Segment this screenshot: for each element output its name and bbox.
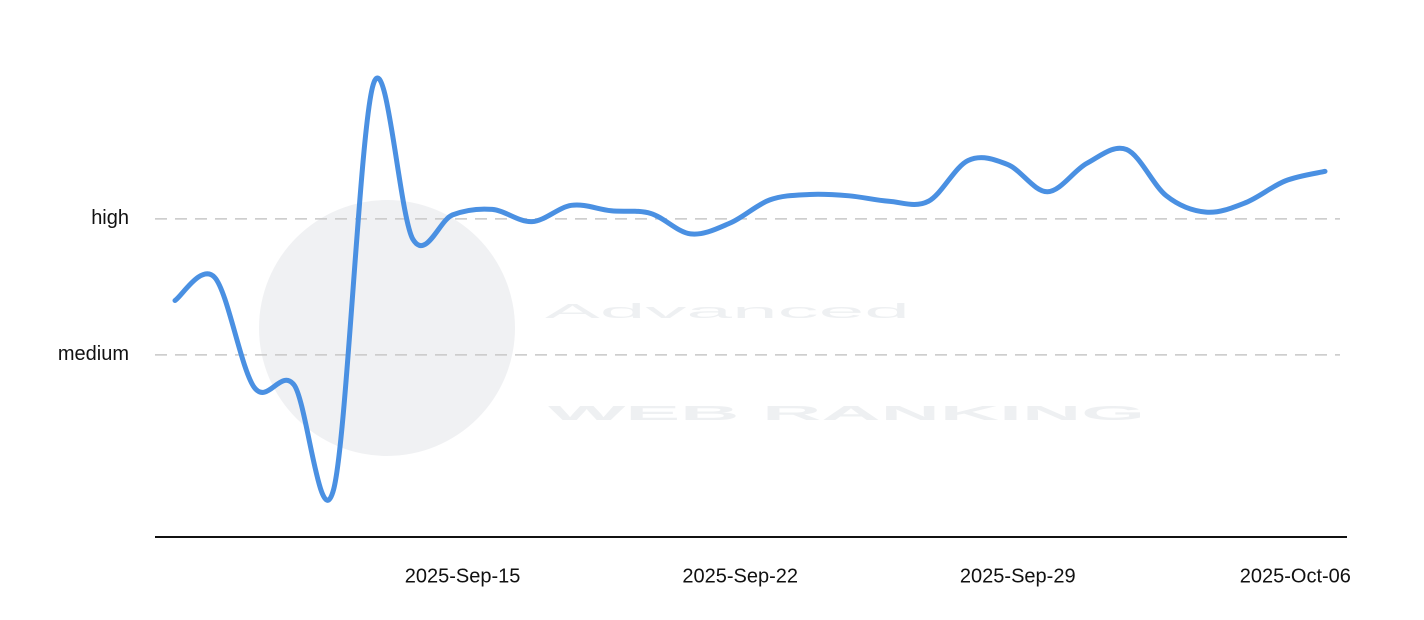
x-tick-label: 2025-Sep-29 (960, 565, 1076, 587)
x-tick-label: 2025-Sep-22 (682, 565, 798, 587)
watermark-globe (259, 200, 515, 456)
data-line (172, 75, 1328, 503)
x-tick-label: 2025-Sep-15 (405, 565, 521, 587)
y-tick-label: high (91, 207, 129, 229)
watermark-text: WEB RANKING (548, 403, 1145, 425)
watermark: Advanced WEB RANKING (259, 200, 1145, 456)
y-tick-label: medium (58, 343, 129, 365)
watermark-text: Advanced (545, 301, 910, 323)
x-tick-label: 2025-Oct-06 (1240, 565, 1351, 587)
